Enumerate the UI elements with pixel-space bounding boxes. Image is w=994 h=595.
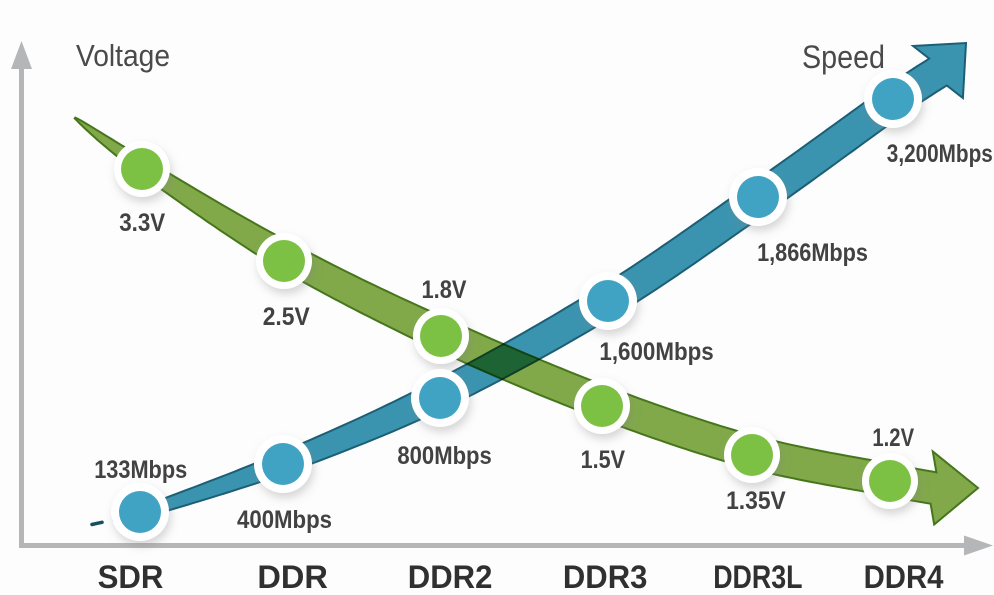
svg-text:DDR4: DDR4 <box>864 559 944 595</box>
svg-text:DDR: DDR <box>257 559 328 595</box>
svg-text:1,866Mbps: 1,866Mbps <box>757 239 868 267</box>
svg-text:400Mbps: 400Mbps <box>237 506 332 534</box>
svg-text:DDR3: DDR3 <box>563 559 648 595</box>
svg-text:3.3V: 3.3V <box>119 209 165 237</box>
svg-text:SDR: SDR <box>98 559 164 595</box>
svg-text:1.5V: 1.5V <box>581 446 626 474</box>
svg-text:1.35V: 1.35V <box>726 487 786 515</box>
svg-text:DDR3L: DDR3L <box>713 559 802 595</box>
svg-text:1.8V: 1.8V <box>422 276 467 304</box>
svg-text:1.2V: 1.2V <box>872 424 914 452</box>
svg-text:800Mbps: 800Mbps <box>397 442 491 470</box>
svg-text:1,600Mbps: 1,600Mbps <box>599 338 713 366</box>
svg-text:2.5V: 2.5V <box>263 303 310 331</box>
svg-text:133Mbps: 133Mbps <box>94 456 187 484</box>
svg-text:3,200Mbps: 3,200Mbps <box>887 140 993 168</box>
svg-text:DDR2: DDR2 <box>408 559 493 595</box>
svg-text:Speed: Speed <box>802 39 885 75</box>
svg-text:Voltage: Voltage <box>76 38 170 73</box>
